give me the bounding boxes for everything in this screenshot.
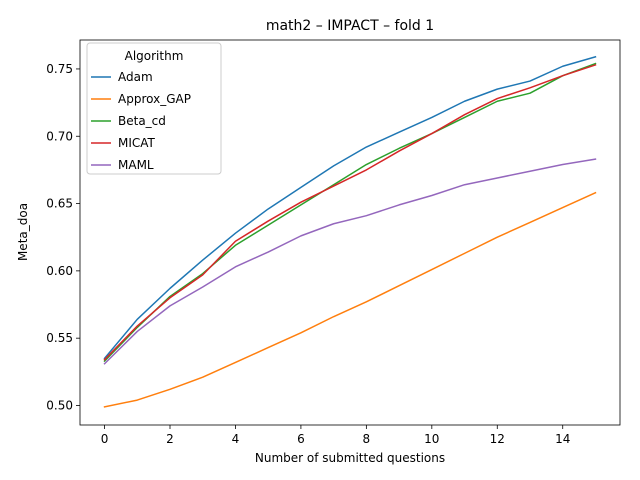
- x-tick-label: 0: [101, 432, 109, 446]
- series-line-beta-cd: [103, 62, 597, 363]
- y-axis-label: Meta_doa: [16, 203, 30, 261]
- x-tick-label: 14: [555, 432, 570, 446]
- x-tick-label: 12: [490, 432, 505, 446]
- y-tick-label: 0.70: [46, 129, 73, 143]
- legend: Algorithm Adam Approx_GAP Beta_cd MICAT MAML: [86, 42, 222, 175]
- legend-title: Algorithm: [125, 49, 184, 63]
- x-tick-label: 6: [297, 432, 305, 446]
- y-tick-label: 0.60: [46, 264, 73, 278]
- legend-label: MICAT: [118, 136, 156, 150]
- legend-box: [86, 42, 222, 175]
- x-axis: 0 2 4 6 8 10 12 14: [101, 425, 570, 446]
- legend-items: Adam Approx_GAP Beta_cd MICAT MAML: [91, 70, 191, 172]
- y-axis: 0.50 0.55 0.60 0.65 0.70 0.75: [46, 62, 80, 412]
- legend-label: Adam: [118, 70, 153, 84]
- legend-label: Approx_GAP: [118, 92, 191, 106]
- y-tick-label: 0.65: [46, 197, 73, 211]
- x-tick-label: 2: [166, 432, 174, 446]
- y-tick-label: 0.55: [46, 331, 73, 345]
- x-tick-label: 8: [363, 432, 371, 446]
- y-tick-label: 0.75: [46, 62, 73, 76]
- plot-frame: [79, 39, 621, 426]
- chart-title: math2 – IMPACT – fold 1: [266, 18, 434, 34]
- legend-label: MAML: [118, 158, 154, 172]
- series-line-maml: [103, 158, 597, 365]
- x-tick-label: 4: [232, 432, 240, 446]
- series-line-adam: [103, 55, 597, 360]
- legend-label: Beta_cd: [118, 114, 166, 128]
- x-axis-label: Number of submitted questions: [255, 451, 445, 465]
- series-layer: [103, 55, 597, 408]
- series-line-micat: [103, 63, 597, 361]
- series-line-approx-gap: [103, 191, 597, 408]
- x-tick-label: 10: [424, 432, 439, 446]
- y-tick-label: 0.50: [46, 398, 73, 412]
